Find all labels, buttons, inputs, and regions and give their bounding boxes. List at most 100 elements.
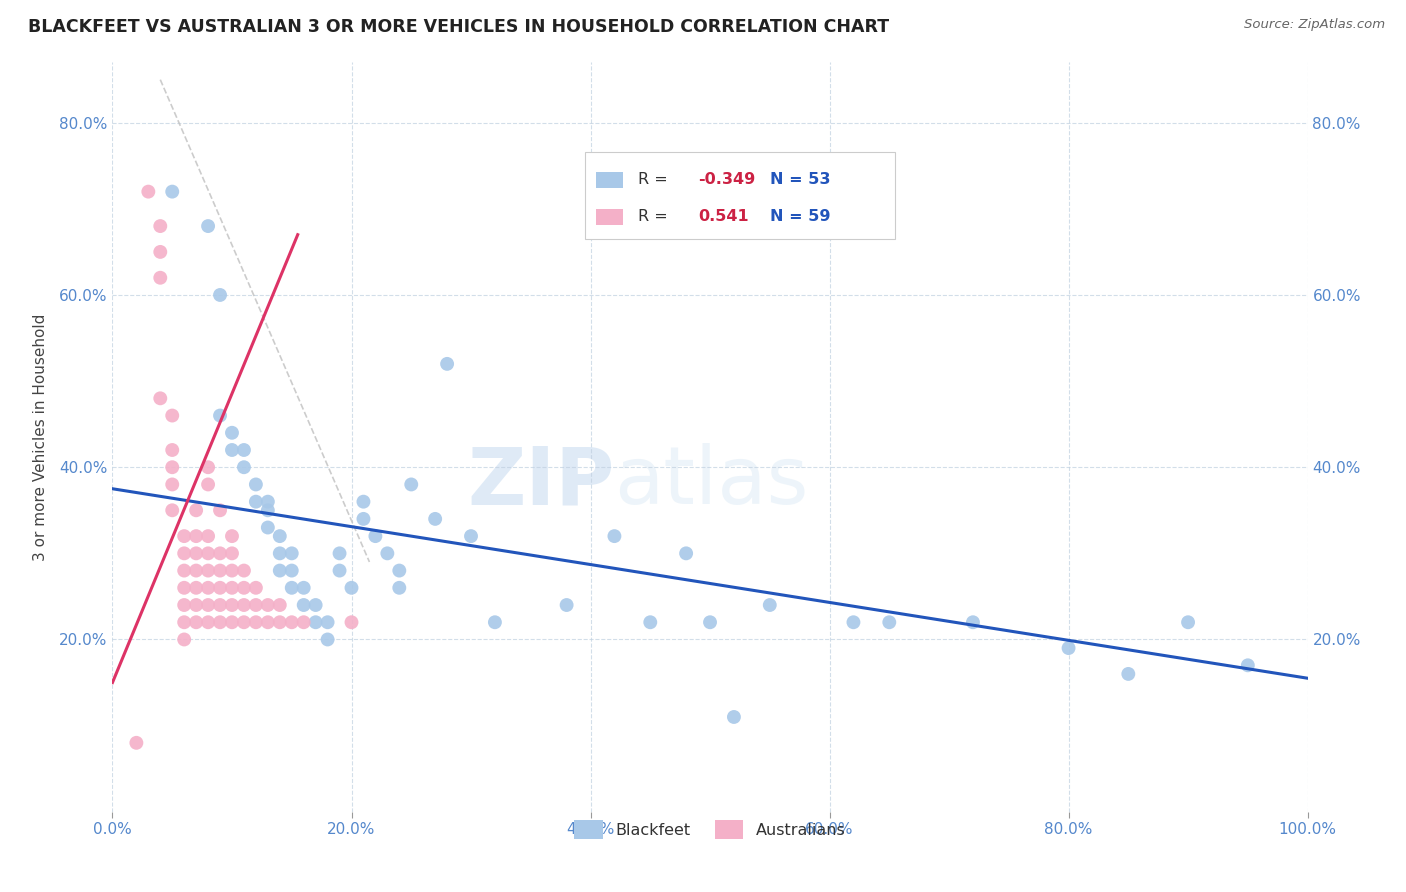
Point: [329, 564, 352, 578]
Point: [723, 710, 745, 724]
Point: [197, 564, 219, 578]
Point: [162, 503, 183, 517]
Point: [233, 598, 256, 612]
Point: [257, 598, 280, 612]
Point: [281, 546, 304, 560]
Point: [209, 615, 232, 630]
Point: [603, 529, 626, 543]
Point: [352, 512, 374, 526]
Point: [221, 581, 243, 595]
Point: [209, 546, 232, 560]
Point: [233, 615, 256, 630]
Point: [162, 409, 183, 423]
Point: [257, 520, 280, 534]
Point: [162, 442, 183, 457]
Text: atlas: atlas: [614, 443, 808, 521]
Text: Source: ZipAtlas.com: Source: ZipAtlas.com: [1244, 18, 1385, 31]
Point: [149, 392, 172, 406]
Point: [233, 581, 256, 595]
Point: [221, 546, 243, 560]
Point: [173, 581, 195, 595]
Point: [221, 425, 243, 440]
Point: [209, 564, 232, 578]
Point: [377, 546, 399, 560]
Point: [388, 581, 411, 595]
Point: [186, 615, 208, 630]
Point: [197, 546, 219, 560]
Point: [269, 564, 291, 578]
Point: [149, 270, 172, 285]
Point: [233, 460, 256, 475]
Point: [197, 219, 219, 233]
Point: [257, 503, 280, 517]
Point: [173, 564, 195, 578]
Point: [316, 632, 339, 647]
Point: [352, 494, 374, 508]
Point: [173, 615, 195, 630]
Point: [186, 529, 208, 543]
Point: [269, 598, 291, 612]
Point: [173, 529, 195, 543]
Point: [257, 615, 280, 630]
Point: [233, 442, 256, 457]
Point: [340, 615, 363, 630]
Point: [209, 503, 232, 517]
Point: [401, 477, 423, 491]
Point: [186, 581, 208, 595]
Point: [221, 564, 243, 578]
Point: [675, 546, 697, 560]
Point: [138, 185, 160, 199]
Point: [340, 581, 363, 595]
Point: [1118, 667, 1140, 681]
Point: [292, 615, 315, 630]
Point: [316, 615, 339, 630]
Point: [173, 598, 195, 612]
Point: [245, 581, 267, 595]
Point: [245, 615, 267, 630]
Point: [962, 615, 984, 630]
Point: [257, 494, 280, 508]
Point: [245, 598, 267, 612]
Point: [305, 598, 328, 612]
Point: [281, 581, 304, 595]
Point: [436, 357, 458, 371]
Point: [1177, 615, 1199, 630]
Text: R =: R =: [638, 172, 673, 187]
Point: [640, 615, 662, 630]
Point: [305, 615, 328, 630]
Point: [209, 409, 232, 423]
Point: [1237, 658, 1260, 673]
Point: [879, 615, 901, 630]
Point: [759, 598, 782, 612]
Point: [162, 477, 183, 491]
Point: [173, 546, 195, 560]
Point: [245, 477, 267, 491]
Point: [269, 529, 291, 543]
Point: [388, 564, 411, 578]
Point: [364, 529, 387, 543]
Text: N = 59: N = 59: [770, 210, 831, 225]
Point: [699, 615, 721, 630]
Point: [292, 598, 315, 612]
Point: [292, 581, 315, 595]
Point: [221, 442, 243, 457]
Point: [186, 546, 208, 560]
Point: [197, 581, 219, 595]
Text: N = 53: N = 53: [770, 172, 831, 187]
Bar: [596, 171, 623, 188]
Point: [197, 529, 219, 543]
Point: [197, 460, 219, 475]
Point: [209, 581, 232, 595]
Point: [1057, 641, 1080, 656]
Point: [186, 503, 208, 517]
Point: [162, 460, 183, 475]
Point: [197, 477, 219, 491]
Point: [269, 615, 291, 630]
Point: [149, 219, 172, 233]
Point: [221, 598, 243, 612]
Point: [197, 598, 219, 612]
Y-axis label: 3 or more Vehicles in Household: 3 or more Vehicles in Household: [32, 313, 48, 561]
Point: [555, 598, 578, 612]
Point: [460, 529, 482, 543]
Point: [125, 736, 148, 750]
